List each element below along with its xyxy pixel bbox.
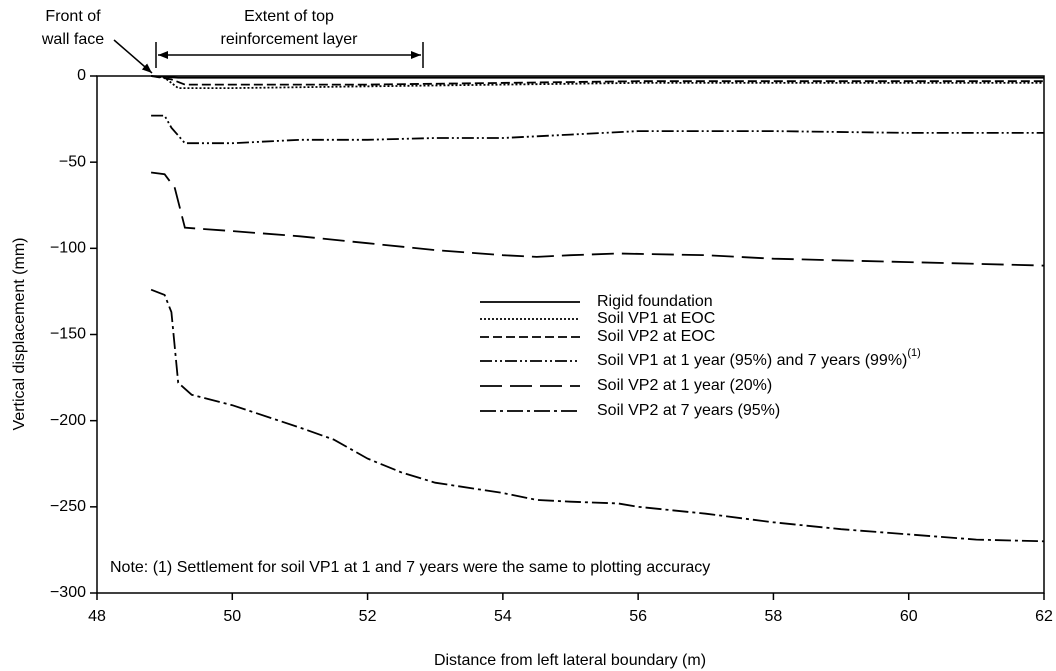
annotation: Front of xyxy=(45,8,101,25)
x-tick-label: 62 xyxy=(1035,608,1053,625)
legend-superscript: (1) xyxy=(907,347,920,359)
legend-name: Soil VP2 at 1 year (20%) xyxy=(597,377,772,394)
legend-name: Rigid foundation xyxy=(597,293,713,310)
legend-name: Soil VP2 at EOC xyxy=(597,328,715,345)
x-axis-label: Distance from left lateral boundary (m) xyxy=(434,652,706,669)
x-tick-label: 58 xyxy=(765,608,783,625)
series-line xyxy=(150,171,1045,267)
series-line xyxy=(150,75,1044,86)
series-line xyxy=(151,114,1044,145)
y-tick-label: −50 xyxy=(59,153,86,170)
y-tick-label: −250 xyxy=(50,498,86,515)
y-tick-label: −150 xyxy=(50,326,86,343)
legend-label: Soil VP2 at 1 year (20%) xyxy=(597,377,772,394)
legend-name: Soil VP2 at 7 years (95%) xyxy=(597,402,780,419)
plot-frame xyxy=(96,75,1045,594)
x-tick-label: 54 xyxy=(494,608,512,625)
annotation: Extent of top xyxy=(244,8,334,25)
y-tick-label: −200 xyxy=(50,412,86,429)
note: Note: (1) Settlement for soil VP1 at 1 a… xyxy=(110,559,710,576)
y-tick-label: 0 xyxy=(77,67,86,84)
legend-label: Soil VP2 at EOC xyxy=(597,328,715,345)
y-axis-label: Vertical displacement (mm) xyxy=(11,238,28,431)
x-tick-label: 52 xyxy=(359,608,377,625)
annotation: reinforcement layer xyxy=(221,31,359,48)
legend-label: Soil VP2 at 7 years (95%) xyxy=(597,402,780,419)
x-tick-label: 60 xyxy=(900,608,918,625)
legend-label: Rigid foundation xyxy=(597,293,713,310)
y-tick-label: −100 xyxy=(50,240,86,257)
legend-label: Soil VP1 at EOC xyxy=(597,310,715,327)
x-tick-label: 48 xyxy=(88,608,106,625)
y-tick-label: −300 xyxy=(50,584,86,601)
legend-name: Soil VP1 at 1 year (95%) and 7 years (99… xyxy=(597,352,907,369)
legend-name: Soil VP1 at EOC xyxy=(597,310,715,327)
x-tick-label: 56 xyxy=(629,608,647,625)
annotation: wall face xyxy=(41,31,104,48)
x-tick-label: 50 xyxy=(223,608,241,625)
annotation-arrow xyxy=(113,39,153,74)
series-line xyxy=(150,288,1045,543)
legend-label: Soil VP1 at 1 year (95%) and 7 years (99… xyxy=(597,347,921,369)
